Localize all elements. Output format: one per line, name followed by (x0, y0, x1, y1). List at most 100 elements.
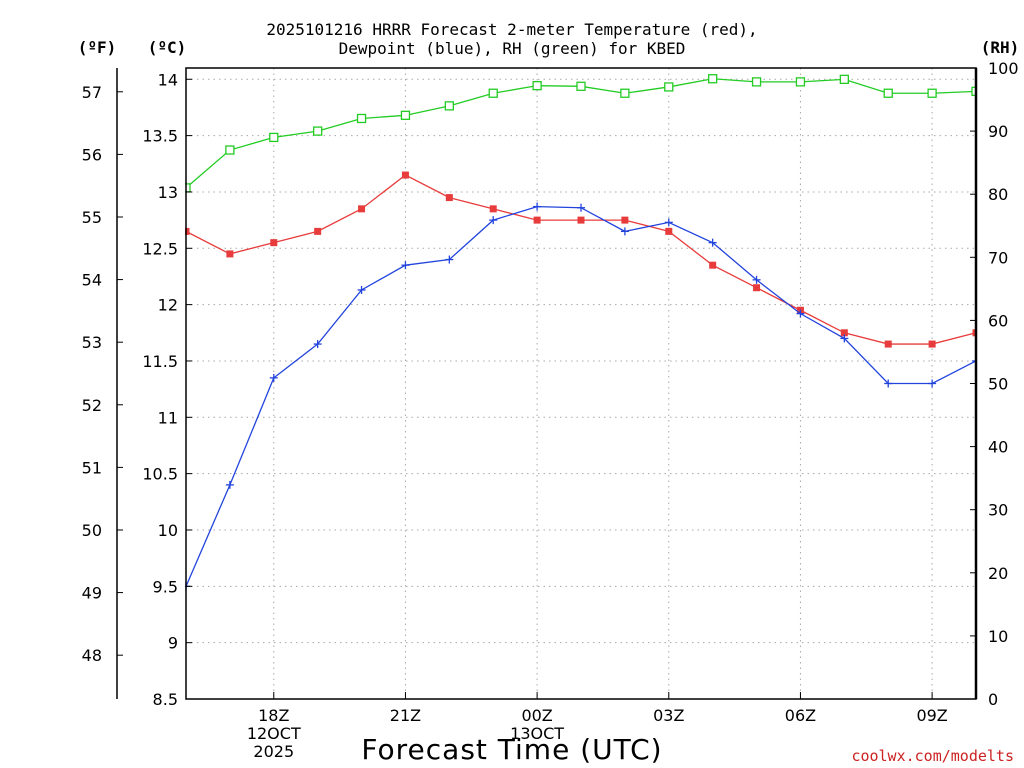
rh-tick-label: 80 (988, 185, 1008, 204)
series-layer (185, 74, 977, 591)
rh-point (488, 88, 498, 98)
celsius-tick-label: 11 (158, 408, 178, 427)
series-dewpoint (185, 202, 977, 591)
temperature-point (401, 171, 409, 179)
rh-point (883, 88, 893, 98)
dewpoint-point (401, 261, 410, 270)
rh-point (664, 82, 674, 92)
rh-tick-label: 50 (988, 375, 1008, 394)
rh-tick-label: 40 (988, 438, 1008, 457)
x-tick-label: 12OCT (247, 724, 301, 743)
temperature-point (577, 216, 585, 224)
dewpoint-point (445, 255, 454, 264)
x-tick-label: 21Z (390, 706, 421, 725)
temperature-point (709, 261, 717, 269)
rh-point (313, 126, 323, 136)
rh-tick-label: 70 (988, 248, 1008, 267)
celsius-tick-label: 10 (158, 521, 178, 540)
x-tick-label: 18Z (258, 706, 289, 725)
watermark: coolwx.com/modelts (851, 747, 1014, 765)
temperature-point (928, 340, 936, 348)
dewpoint-point (664, 218, 673, 227)
series-rh (185, 74, 977, 193)
temperature-point (753, 284, 761, 292)
temperature-point (489, 205, 497, 213)
dewpoint-point (225, 480, 234, 489)
fahrenheit-tick-label: 56 (82, 145, 102, 164)
celsius-tick-label: 13.5 (142, 127, 178, 146)
dewpoint-point (269, 373, 278, 382)
temperature-point (621, 216, 629, 224)
rh-tick-label: 20 (988, 564, 1008, 583)
x-tick-label: 13OCT (510, 724, 564, 743)
rh-point (444, 101, 454, 111)
x-tick-label: 00Z (521, 706, 552, 725)
temperature-point (185, 227, 190, 235)
dewpoint-point (357, 285, 366, 294)
x-tick-label: 09Z (916, 706, 947, 725)
dewpoint-point (533, 202, 542, 211)
axes: 8.5 9 9.5 10 10.5 11 11.5 12 12.5 13 13.5 14 48 49 50 5… (82, 59, 1019, 761)
celsius-tick-label: 13 (158, 183, 178, 202)
x-tick-label: 2025 (253, 742, 294, 761)
fahrenheit-tick-label: 52 (82, 396, 102, 415)
celsius-tick-label: 14 (158, 70, 178, 89)
rh-point (708, 74, 718, 84)
celsius-tick-label: 9.5 (153, 577, 178, 596)
dewpoint-point (708, 238, 717, 247)
fahrenheit-tick-label: 55 (82, 208, 102, 227)
fahrenheit-tick-label: 57 (82, 83, 102, 102)
temperature-line (185, 174, 977, 345)
fahrenheit-tick-label: 54 (82, 271, 102, 290)
dewpoint-point (620, 227, 629, 236)
rh-point (532, 81, 542, 91)
x-axis-label: Forecast Time (UTC) (361, 733, 662, 766)
fahrenheit-unit-label: (ºF) (78, 38, 117, 57)
celsius-tick-label: 8.5 (153, 690, 178, 709)
temperature-point (445, 194, 453, 202)
dewpoint-point (489, 216, 498, 225)
rh-tick-label: 60 (988, 311, 1008, 330)
rh-tick-label: 90 (988, 122, 1008, 141)
rh-tick-label: 30 (988, 501, 1008, 520)
dewpoint-line (185, 205, 977, 587)
rh-line (185, 78, 977, 189)
rh-tick-label: 0 (988, 690, 998, 709)
rh-point (356, 113, 367, 124)
temperature-point (358, 205, 366, 213)
rh-tick-label: 100 (988, 59, 1019, 78)
series-temperature (185, 171, 977, 348)
rh-point (751, 77, 762, 87)
rh-point (795, 77, 806, 87)
rh-point (576, 81, 586, 91)
dewpoint-point (928, 379, 937, 388)
rh-point (269, 132, 279, 143)
celsius-tick-label: 10.5 (142, 465, 178, 484)
fahrenheit-tick-label: 53 (82, 333, 102, 352)
rh-point (620, 88, 630, 98)
dewpoint-point (884, 379, 893, 388)
rh-tick-label: 10 (988, 627, 1008, 646)
grid (186, 68, 976, 700)
rh-point (927, 88, 937, 98)
temperature-point (533, 216, 541, 224)
rh-point (839, 74, 849, 85)
fahrenheit-tick-label: 49 (82, 584, 102, 603)
temperature-point (226, 250, 234, 258)
celsius-unit-label: (ºC) (148, 38, 187, 57)
dewpoint-point (796, 309, 805, 318)
temperature-point (270, 239, 278, 247)
dewpoint-point (840, 334, 849, 343)
dewpoint-point (313, 340, 322, 349)
x-tick-label: 06Z (785, 706, 816, 725)
celsius-tick-label: 12 (158, 296, 178, 315)
plot-border (185, 67, 977, 700)
temperature-point (665, 227, 673, 235)
fahrenheit-tick-label: 48 (82, 646, 102, 665)
celsius-tick-label: 12.5 (142, 239, 178, 258)
rh-point (225, 145, 235, 155)
temperature-point (314, 227, 322, 235)
dewpoint-point (577, 203, 585, 212)
dewpoint-point (752, 275, 761, 284)
